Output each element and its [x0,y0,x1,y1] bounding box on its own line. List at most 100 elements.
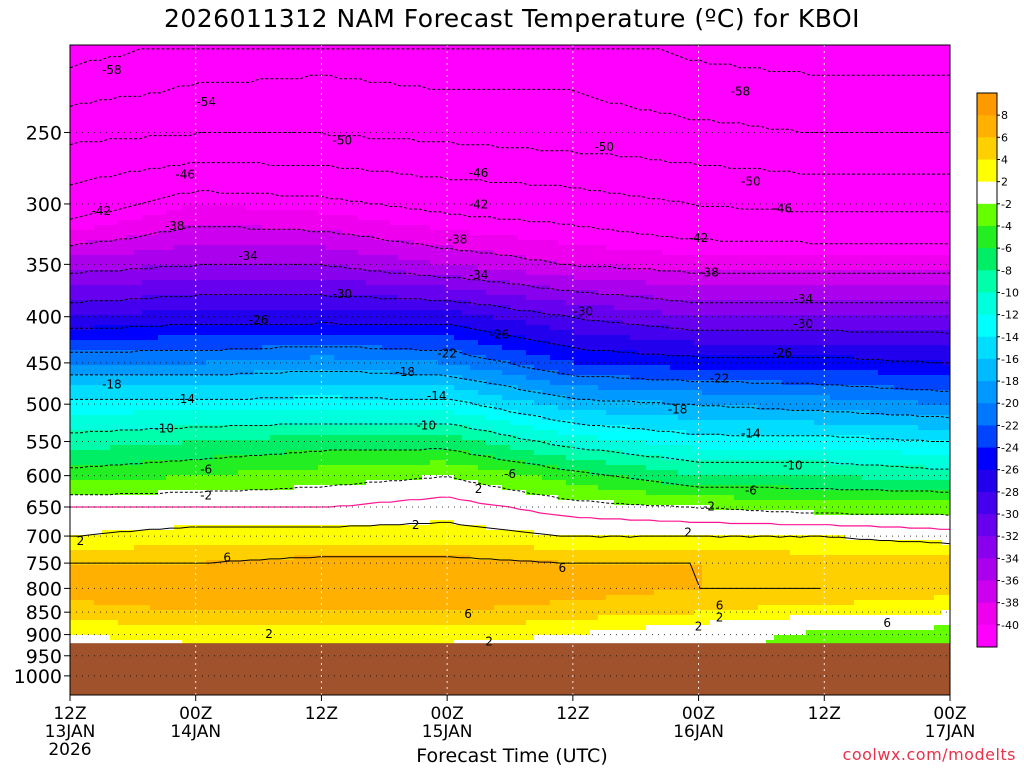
temp-cell [350,295,359,301]
temp-cell [198,290,207,296]
temp-cell [246,265,255,271]
temp-cell [110,425,119,431]
temp-cell [254,575,263,581]
temp-cell [222,365,231,371]
temp-cell [86,375,95,381]
temp-cell [238,360,247,366]
temp-cell [326,525,335,531]
temp-cell [214,455,223,461]
temp-cell [110,585,119,591]
temp-cell [158,385,167,391]
temp-cell [334,80,343,86]
temp-cell [70,600,79,606]
temp-cell [254,450,263,456]
temp-cell [262,120,271,126]
temp-cell [318,95,327,101]
temp-cell [134,610,143,616]
temp-cell [222,475,231,481]
temp-cell [262,240,271,246]
temp-cell [286,550,295,556]
temp-cell [94,330,103,336]
temp-cell [246,420,255,426]
temp-cell [294,520,303,526]
temp-cell [182,110,191,116]
temp-cell [262,510,271,516]
temp-cell [166,530,175,536]
temp-cell [318,195,327,201]
temp-cell [334,625,343,631]
temp-cell [158,595,167,601]
temp-cell [318,230,327,236]
temp-cell [126,585,135,591]
temp-cell [70,340,79,346]
temp-cell [134,245,143,251]
temp-cell [102,200,111,206]
temp-cell [286,505,295,511]
temp-cell [142,475,151,481]
temp-cell [238,250,247,256]
temp-cell [318,620,327,626]
temp-cell [238,315,247,321]
temp-cell [158,430,167,436]
temp-cell [342,240,351,246]
temp-cell [182,540,191,546]
temp-cell [110,600,119,606]
temp-cell [206,620,215,626]
temp-cell [262,625,271,631]
temp-cell [174,250,183,256]
temp-cell [326,620,335,626]
temp-cell [102,215,111,221]
temp-cell [134,380,143,386]
temp-cell [102,460,111,466]
temp-cell [86,65,95,71]
temp-cell [142,240,151,246]
temp-cell [318,250,327,256]
temp-cell [190,455,199,461]
temp-cell [254,580,263,586]
temp-cell [206,140,215,146]
temp-cell [278,520,287,526]
temp-cell [334,120,343,126]
temp-cell [174,585,183,591]
temp-cell [294,115,303,121]
temp-cell [206,240,215,246]
temp-cell [270,395,279,401]
temp-cell [310,190,319,196]
temp-cell [230,200,239,206]
temp-cell [374,105,383,111]
temp-cell [246,315,255,321]
temp-cell [182,440,191,446]
temp-cell [334,495,343,501]
temp-cell [110,385,119,391]
temp-cell [238,105,247,111]
temp-cell [366,635,375,641]
temp-cell [94,210,103,216]
temp-cell [294,290,303,296]
temp-cell [342,80,351,86]
temp-cell [350,595,359,601]
temp-cell [70,90,79,96]
temp-cell [334,90,343,96]
temp-cell [334,510,343,516]
temp-cell [342,460,351,466]
temp-cell [270,335,279,341]
temp-cell [278,485,287,491]
temp-cell [142,375,151,381]
temp-cell [190,380,199,386]
temp-cell [198,115,207,121]
temp-cell [366,160,375,166]
temp-cell [102,240,111,246]
temp-cell [262,335,271,341]
temp-cell [230,510,239,516]
temp-cell [150,425,159,431]
temp-cell [334,540,343,546]
temp-cell [150,540,159,546]
temp-cell [374,100,383,106]
temp-cell [126,305,135,311]
temp-cell [310,235,319,241]
temp-cell [222,105,231,111]
temp-cell [110,265,119,271]
temp-cell [110,575,119,581]
temp-cell [134,430,143,436]
temp-cell [318,585,327,591]
